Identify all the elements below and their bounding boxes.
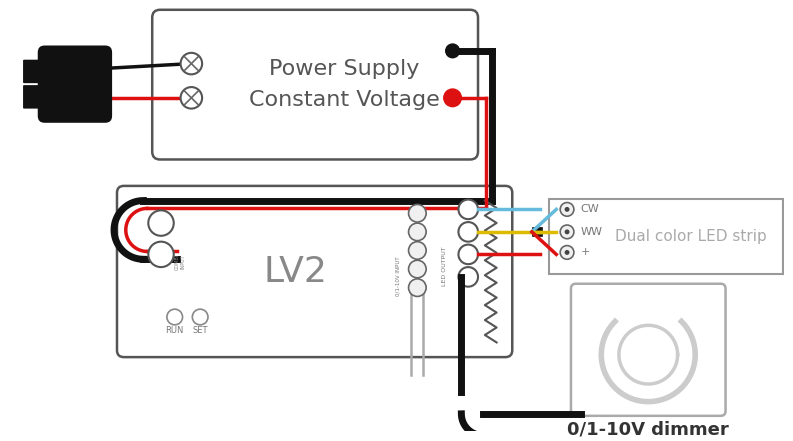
Circle shape: [181, 53, 202, 75]
Circle shape: [408, 205, 426, 222]
Text: SET: SET: [193, 326, 208, 335]
Circle shape: [148, 210, 174, 236]
FancyBboxPatch shape: [23, 85, 39, 108]
Text: RUN: RUN: [166, 326, 184, 335]
Text: 0/1-10V INPUT: 0/1-10V INPUT: [395, 257, 400, 296]
FancyBboxPatch shape: [550, 198, 783, 274]
Circle shape: [408, 260, 426, 278]
Circle shape: [565, 207, 569, 212]
Circle shape: [560, 225, 574, 239]
Circle shape: [458, 245, 478, 264]
FancyBboxPatch shape: [38, 45, 112, 123]
FancyBboxPatch shape: [152, 10, 478, 160]
Circle shape: [458, 267, 478, 287]
Text: CW: CW: [580, 204, 600, 214]
Text: LED OUTPUT: LED OUTPUT: [442, 247, 447, 286]
Text: COMBI
INPUT: COMBI INPUT: [175, 254, 186, 270]
Text: Constant Voltage: Constant Voltage: [249, 90, 440, 110]
Circle shape: [446, 44, 459, 58]
Text: Power Supply: Power Supply: [270, 59, 419, 79]
Circle shape: [565, 250, 569, 255]
Circle shape: [167, 309, 182, 325]
Circle shape: [458, 200, 478, 219]
Text: Dual color LED strip: Dual color LED strip: [615, 229, 767, 244]
Circle shape: [408, 242, 426, 259]
Circle shape: [565, 229, 569, 234]
Circle shape: [408, 279, 426, 296]
Circle shape: [181, 87, 202, 108]
FancyBboxPatch shape: [23, 60, 39, 83]
Circle shape: [560, 246, 574, 259]
FancyBboxPatch shape: [571, 284, 726, 416]
Circle shape: [458, 222, 478, 242]
Text: LV2: LV2: [263, 254, 327, 288]
Circle shape: [408, 223, 426, 241]
Circle shape: [444, 89, 462, 107]
Circle shape: [193, 309, 208, 325]
Text: WW: WW: [580, 227, 603, 237]
Circle shape: [148, 242, 174, 267]
Text: 0/1-10V dimmer: 0/1-10V dimmer: [567, 421, 729, 439]
FancyBboxPatch shape: [117, 186, 512, 357]
Text: +: +: [580, 247, 590, 258]
Circle shape: [560, 202, 574, 216]
